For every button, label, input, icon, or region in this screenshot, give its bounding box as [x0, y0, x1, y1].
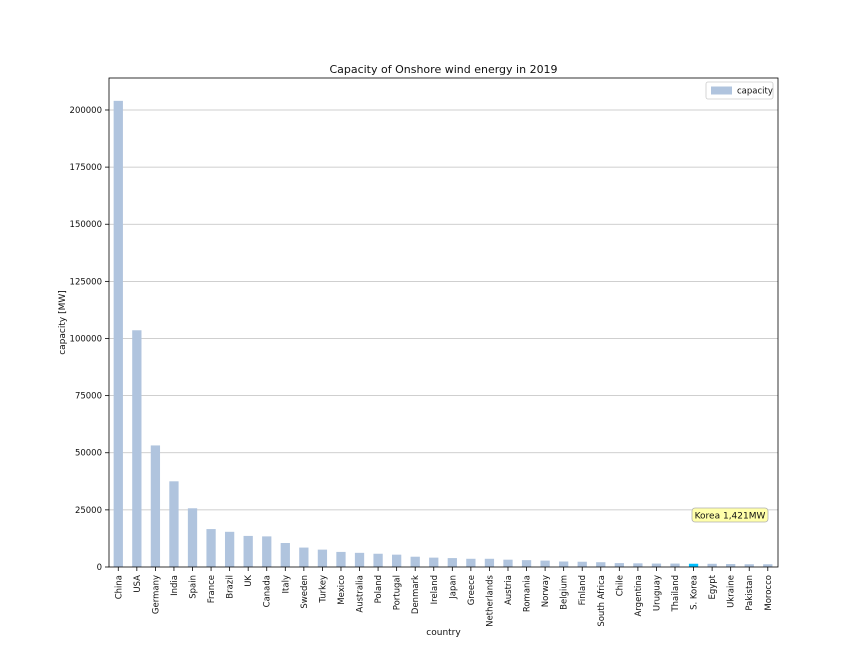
- y-tick-label: 125000: [70, 277, 102, 287]
- y-tick-label: 75000: [75, 392, 102, 402]
- bar: [262, 536, 272, 567]
- x-tick-label: Morocco: [764, 575, 774, 611]
- bar: [206, 529, 216, 567]
- x-tick-label: S. Korea: [690, 575, 700, 610]
- x-tick-label: Argentina: [634, 575, 644, 616]
- bar: [521, 560, 532, 567]
- bar: [336, 551, 346, 567]
- legend-box: [705, 81, 774, 100]
- bar: [670, 563, 680, 567]
- bar: [243, 535, 253, 567]
- x-tick-label: Netherlands: [485, 574, 495, 626]
- y-tick-label: 175000: [70, 163, 102, 173]
- legend-swatch: [711, 86, 732, 95]
- bars-layer: [113, 100, 773, 567]
- bar: [484, 558, 495, 567]
- legend: capacity: [705, 81, 774, 100]
- bar: [373, 553, 383, 567]
- x-tick-label: Ireland: [430, 575, 440, 604]
- x-tick-label: China: [114, 575, 124, 599]
- bar: [224, 531, 235, 567]
- bar: [688, 563, 699, 567]
- grid-layer: [109, 109, 778, 511]
- bar: [503, 559, 513, 567]
- bar: [614, 563, 624, 567]
- annotation-text: Korea 1,421MW: [695, 512, 766, 522]
- x-tick-label: Denmark: [411, 575, 421, 614]
- x-tick-label: Uruguay: [652, 575, 662, 611]
- x-tick-label: Turkey: [318, 575, 328, 604]
- bar: [317, 549, 328, 567]
- bar: [169, 481, 179, 567]
- x-tick-label: Poland: [374, 575, 384, 603]
- bar: [187, 508, 198, 567]
- annotation-box: [691, 507, 769, 523]
- x-tick-label: Sweden: [300, 575, 310, 609]
- plot-frame: [108, 77, 779, 568]
- bar: [299, 547, 309, 567]
- bar: [540, 560, 550, 567]
- bar: [410, 556, 420, 567]
- bar: [763, 564, 773, 567]
- bar: [651, 563, 662, 567]
- x-tick-label: Chile: [615, 575, 625, 596]
- axes-layer: 0 25000 50000 75000 100000 125000 150000 175000…: [70, 106, 774, 627]
- y-tick-label: 100000: [70, 334, 102, 344]
- bar: [354, 552, 365, 567]
- y-tick-label: 150000: [70, 220, 102, 230]
- bar: [150, 445, 161, 567]
- x-tick-label: Spain: [189, 575, 199, 599]
- x-tick-label: Ukraine: [727, 575, 737, 608]
- x-tick-label: Germany: [151, 575, 161, 614]
- x-tick-label: India: [170, 575, 180, 596]
- x-tick-label: Mexico: [337, 575, 347, 605]
- bar: [392, 554, 402, 567]
- x-tick-label: Belgium: [560, 575, 570, 610]
- x-tick-label: Portugal: [393, 575, 403, 610]
- x-tick-label: UK: [244, 575, 254, 587]
- bar: [559, 561, 569, 567]
- bar: [707, 563, 717, 567]
- x-tick-label: Austria: [504, 575, 514, 605]
- y-tick-label: 25000: [75, 506, 102, 516]
- x-tick-label: USA: [133, 575, 143, 593]
- x-tick-label: Japan: [448, 575, 458, 600]
- x-tick-label: Pakistan: [745, 575, 755, 611]
- bar: [113, 100, 123, 567]
- y-tick-label: 50000: [75, 449, 102, 459]
- bar: [280, 543, 290, 567]
- korea-annotation: Korea 1,421MW: [691, 507, 769, 523]
- bar: [577, 561, 587, 567]
- x-tick-label: Canada: [263, 575, 273, 607]
- x-tick-label: South Africa: [597, 575, 607, 627]
- x-tick-label: Egypt: [708, 574, 718, 599]
- legend-label: capacity: [737, 87, 773, 97]
- y-tick-label: 200000: [70, 106, 102, 116]
- x-tick-label: Italy: [281, 575, 291, 593]
- bar: [633, 563, 643, 567]
- bar: [744, 564, 754, 567]
- x-tick-label: Romania: [523, 575, 533, 612]
- x-tick-label: France: [207, 575, 217, 603]
- bar: [429, 557, 439, 567]
- bar: [726, 564, 736, 567]
- x-axis-title: country: [426, 628, 461, 638]
- y-tick-label: 0: [97, 563, 102, 573]
- bar: [466, 558, 476, 567]
- x-tick-label: Finland: [578, 575, 588, 605]
- bar: [596, 562, 606, 567]
- y-axis-title: capacity [MW]: [58, 290, 68, 355]
- x-tick-label: Brazil: [226, 575, 236, 599]
- chart-title: Capacity of Onshore wind energy in 2019: [329, 63, 557, 76]
- bar: [447, 558, 457, 567]
- bar: [132, 330, 142, 567]
- x-tick-label: Thailand: [671, 575, 681, 613]
- x-tick-label: Australia: [356, 575, 366, 613]
- x-tick-label: Greece: [467, 575, 477, 605]
- x-tick-label: Norway: [541, 575, 551, 607]
